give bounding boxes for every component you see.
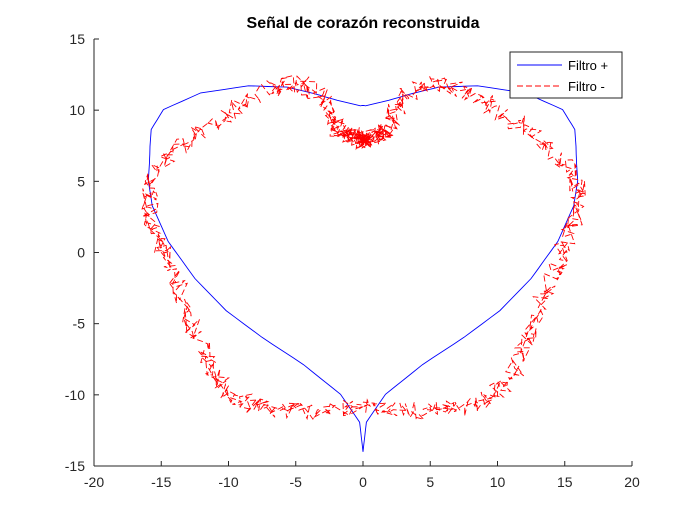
y-tick-label: -15 bbox=[65, 458, 85, 474]
legend[interactable]: Filtro + Filtro - bbox=[509, 51, 623, 99]
series-line bbox=[141, 74, 586, 421]
x-tick-label: -5 bbox=[290, 474, 303, 490]
plot-area bbox=[141, 74, 586, 452]
x-tick-label: -15 bbox=[151, 474, 171, 490]
series-filtro-plus bbox=[147, 85, 579, 452]
x-tick-label: 5 bbox=[426, 474, 434, 490]
y-tick-label: -5 bbox=[73, 316, 86, 332]
series-filtro-minus bbox=[141, 74, 586, 421]
chart-title: Señal de corazón reconstruida bbox=[247, 15, 480, 32]
x-tick-label: 20 bbox=[624, 474, 640, 490]
legend-label: Filtro + bbox=[568, 58, 608, 73]
y-tick-label: 10 bbox=[69, 102, 85, 118]
legend-box bbox=[509, 51, 623, 99]
x-tick-label: -10 bbox=[218, 474, 238, 490]
legend-label: Filtro - bbox=[568, 79, 605, 94]
x-tick-label: 15 bbox=[557, 474, 573, 490]
y-tick-label: -10 bbox=[65, 387, 85, 403]
x-tick-label: 0 bbox=[359, 474, 367, 490]
series-line bbox=[147, 85, 579, 452]
y-tick-label: 5 bbox=[77, 173, 85, 189]
y-tick-label: 0 bbox=[77, 245, 85, 261]
x-tick-label: 10 bbox=[490, 474, 506, 490]
x-tick-label: -20 bbox=[84, 474, 104, 490]
y-tick-label: 15 bbox=[69, 31, 85, 47]
